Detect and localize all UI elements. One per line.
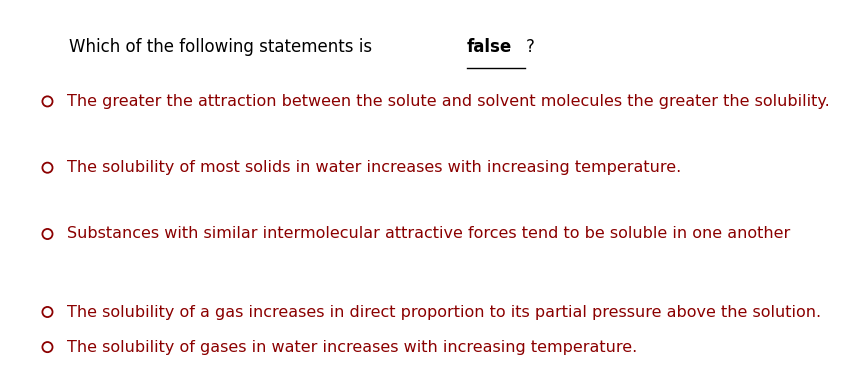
Text: Substances with similar intermolecular attractive forces tend to be soluble in o: Substances with similar intermolecular a… xyxy=(67,227,791,241)
Text: false: false xyxy=(467,38,513,56)
Text: The greater the attraction between the solute and solvent molecules the greater : The greater the attraction between the s… xyxy=(67,94,830,109)
Text: ?: ? xyxy=(526,38,534,56)
Text: The solubility of a gas increases in direct proportion to its partial pressure a: The solubility of a gas increases in dir… xyxy=(67,305,822,319)
Text: The solubility of most solids in water increases with increasing temperature.: The solubility of most solids in water i… xyxy=(67,160,682,175)
Text: The solubility of gases in water increases with increasing temperature.: The solubility of gases in water increas… xyxy=(67,340,638,355)
Text: Which of the following statements is: Which of the following statements is xyxy=(69,38,377,56)
